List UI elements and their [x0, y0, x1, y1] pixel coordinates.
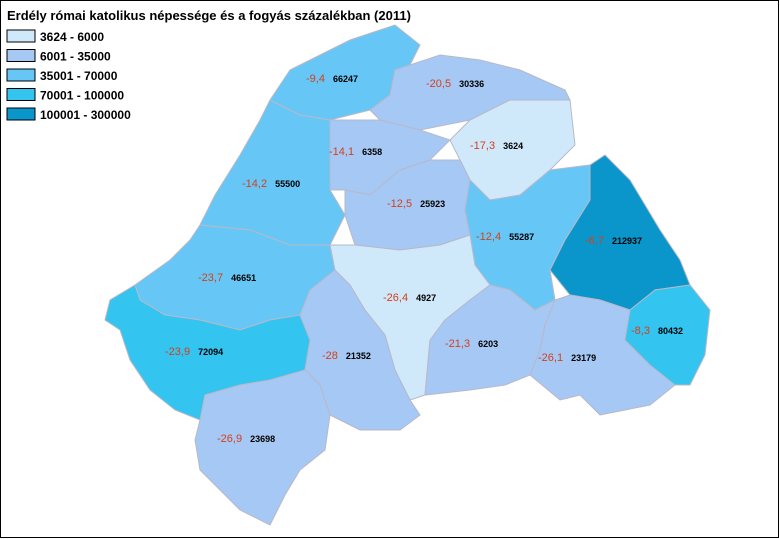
population-label: 23698 [250, 434, 275, 444]
change-label: -12,5 [387, 198, 412, 210]
population-label: 4927 [416, 293, 436, 303]
change-label: -28 [322, 350, 338, 362]
legend-swatch [6, 49, 36, 62]
change-label: -21,3 [445, 338, 470, 350]
population-label: 46651 [231, 273, 256, 283]
change-label: -14,1 [329, 146, 354, 158]
population-label: 212937 [612, 236, 642, 246]
labels: -9,4 66247 -20,5 30336 -14,2 55500 -14,1 6358 -1… [165, 73, 683, 445]
population-label: 66247 [333, 74, 358, 84]
change-label: -23,7 [198, 272, 223, 284]
legend-label: 70001 - 100000 [40, 89, 124, 103]
population-label: 72094 [198, 347, 223, 357]
legend-label: 100001 - 300000 [40, 108, 131, 122]
population-label: 55287 [509, 232, 534, 242]
population-label: 3624 [503, 141, 523, 151]
region [194, 369, 331, 526]
legend-swatch [6, 68, 36, 82]
population-label: 80432 [658, 326, 683, 336]
change-label: -14,2 [242, 178, 267, 190]
change-label: -6,7 [585, 235, 604, 247]
change-label: -20,5 [426, 78, 451, 90]
population-label: 25923 [420, 199, 445, 209]
legend-swatch [6, 88, 36, 101]
legend-swatch [6, 107, 36, 121]
map-title: Erdély római katolikus népessége és a fo… [7, 8, 411, 23]
change-label: -8,3 [631, 325, 650, 337]
change-label: -12,4 [476, 231, 501, 243]
population-label: 6358 [362, 147, 382, 157]
regions [104, 24, 711, 526]
region [624, 284, 711, 386]
change-label: -26,1 [538, 352, 563, 364]
change-label: -26,4 [383, 292, 408, 304]
legend-label: 6001 - 35000 [40, 50, 111, 64]
change-label: -26,9 [217, 433, 242, 445]
change-label: -23,9 [165, 346, 190, 358]
change-label: -17,3 [470, 140, 495, 152]
population-label: 55500 [275, 179, 300, 189]
legend-label: 3624 - 6000 [40, 30, 104, 44]
legend-swatch [6, 29, 36, 43]
legend: 3624 - 6000 6001 - 35000 35001 - 70000 7000… [6, 29, 131, 122]
change-label: -9,4 [306, 73, 325, 85]
population-label: 21352 [346, 351, 371, 361]
population-label: 23179 [571, 353, 596, 363]
population-label: 6203 [478, 339, 498, 349]
legend-label: 35001 - 70000 [40, 69, 118, 83]
population-label: 30336 [459, 79, 484, 89]
